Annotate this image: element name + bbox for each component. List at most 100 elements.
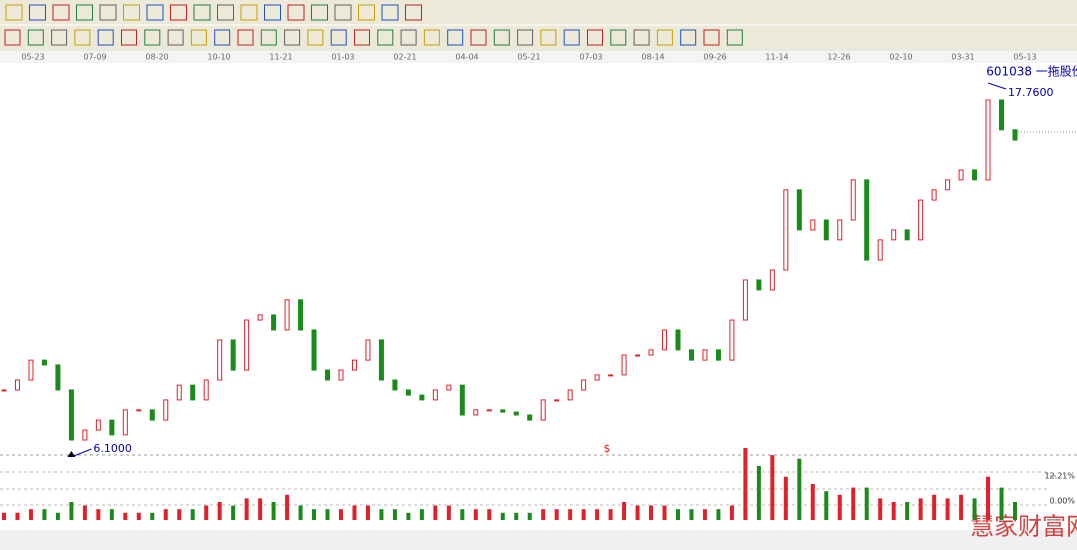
price-bar (783, 189, 789, 271)
price-bar (136, 409, 142, 412)
tool-button[interactable] (76, 4, 93, 21)
tool-button[interactable] (284, 29, 301, 46)
tool-button[interactable] (400, 29, 417, 46)
price-bar (217, 339, 223, 381)
tool-button[interactable] (587, 29, 603, 46)
tool-button[interactable] (190, 29, 207, 46)
volume-bar (702, 509, 707, 520)
tool-button[interactable] (334, 4, 352, 21)
volume-bar (55, 512, 60, 520)
tool-button[interactable] (287, 4, 305, 21)
tool-button[interactable] (354, 29, 370, 46)
tool-button[interactable] (170, 4, 187, 21)
price-bar (1, 389, 7, 392)
tool-button[interactable] (330, 29, 347, 46)
tool-button[interactable] (423, 29, 440, 46)
price-bar (904, 229, 910, 241)
tool-button[interactable] (307, 29, 324, 46)
tool-button[interactable] (51, 29, 68, 46)
date-label: 05-23 (21, 53, 44, 62)
tool-button[interactable] (237, 29, 254, 46)
tool-button[interactable] (4, 29, 21, 46)
tool-button[interactable] (144, 29, 161, 46)
date-label: 02-21 (393, 53, 416, 62)
price-bar (311, 329, 317, 371)
price-bar (823, 219, 829, 241)
volume-bar (568, 509, 573, 520)
tool-button[interactable] (493, 29, 510, 46)
price-bar (459, 384, 465, 416)
tool-button[interactable] (29, 4, 46, 21)
volume-bar (473, 509, 478, 520)
volume-bar (123, 512, 128, 520)
tool-button[interactable] (5, 4, 23, 21)
price-bar (810, 219, 816, 231)
price-bar (95, 419, 101, 431)
tool-button[interactable] (311, 4, 328, 21)
volume-bar (999, 487, 1004, 520)
tool-button[interactable] (358, 4, 375, 21)
volume-bar (365, 505, 370, 520)
tool-button[interactable] (447, 29, 464, 46)
price-bar (891, 229, 897, 241)
date-label: 11-14 (765, 53, 788, 62)
price-bar (567, 389, 573, 401)
date-label: 12-26 (827, 53, 850, 62)
tool-button[interactable] (540, 29, 557, 46)
tool-button[interactable] (97, 29, 114, 46)
tool-button[interactable] (517, 29, 534, 46)
date-label: 10-10 (207, 53, 230, 62)
tool-button[interactable] (167, 29, 184, 46)
tool-button[interactable] (470, 29, 487, 46)
price-bar (796, 189, 802, 231)
date-label: 02-10 (889, 53, 912, 62)
volume-bar (797, 458, 802, 520)
volume-bar (42, 509, 47, 520)
tool-button[interactable] (123, 4, 140, 21)
tool-button[interactable] (260, 29, 277, 46)
tool-button[interactable] (99, 4, 117, 21)
tool-button[interactable] (214, 29, 231, 46)
tool-button[interactable] (377, 29, 394, 46)
tool-button[interactable] (217, 4, 234, 21)
tool-button[interactable] (563, 29, 580, 46)
tool-button[interactable] (633, 29, 650, 46)
tool-button[interactable] (381, 4, 399, 21)
tool-button[interactable] (121, 29, 137, 46)
date-label: 01-03 (331, 53, 354, 62)
price-bar (68, 389, 74, 441)
volume-bar (258, 498, 263, 520)
price-bar (918, 199, 924, 241)
tool-button[interactable] (656, 29, 673, 46)
price-bar (486, 409, 492, 412)
tool-button[interactable] (146, 4, 164, 21)
tool-button[interactable] (193, 4, 211, 21)
tool-button[interactable] (264, 4, 281, 21)
tool-button[interactable] (405, 4, 422, 21)
price-bar (419, 394, 425, 401)
tool-button[interactable] (680, 29, 697, 46)
tool-button[interactable] (74, 29, 91, 46)
tool-button[interactable] (240, 4, 258, 21)
volume-bar (204, 505, 209, 520)
tool-button[interactable] (610, 29, 627, 46)
tool-button[interactable] (703, 29, 720, 46)
tool-button[interactable] (726, 29, 743, 46)
tool-button[interactable] (27, 29, 44, 46)
price-bar (351, 359, 357, 371)
y2-tick-label: 12.21% (1044, 472, 1075, 481)
tool-button[interactable] (52, 4, 70, 21)
volume-bar (339, 509, 343, 520)
volume-bar (15, 512, 20, 520)
volume-bar (109, 509, 114, 520)
price-bar (945, 179, 951, 191)
volume-bar (581, 509, 586, 520)
volume-bar (136, 512, 141, 520)
price-bar (864, 179, 870, 261)
volume-bar (824, 491, 829, 520)
price-bar (405, 389, 411, 396)
price-bar (149, 409, 155, 421)
price-bar (688, 349, 694, 361)
volume-bar (96, 509, 101, 520)
